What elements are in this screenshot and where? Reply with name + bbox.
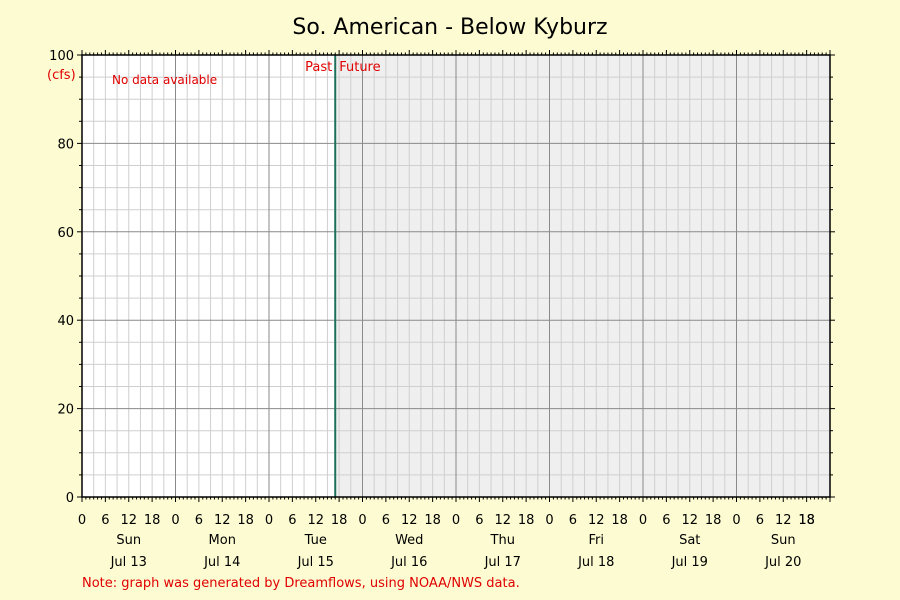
x-hour-tick-label: 12: [214, 513, 231, 528]
x-weekday-label: Thu: [490, 533, 515, 548]
x-hour-tick-label: 12: [120, 513, 137, 528]
axes: [77, 50, 835, 502]
x-weekday-label: Tue: [304, 533, 327, 548]
x-hour-tick-label: 6: [101, 513, 109, 528]
x-hour-tick-label: 6: [195, 513, 203, 528]
x-date-label: Jul 17: [484, 555, 521, 570]
grid: [81, 54, 831, 498]
x-hour-tick-label: 18: [798, 513, 815, 528]
x-hour-tick-label: 0: [452, 513, 460, 528]
x-hour-tick-label: 12: [588, 513, 605, 528]
x-hour-tick-label: 0: [358, 513, 366, 528]
x-hour-tick-label: 18: [705, 513, 722, 528]
x-weekday-label: Sun: [771, 533, 796, 548]
no-data-message: No data available: [112, 73, 217, 87]
x-hour-tick-label: 18: [144, 513, 161, 528]
x-date-label: Jul 18: [577, 555, 614, 570]
x-hour-tick-label: 0: [639, 513, 647, 528]
x-hour-tick-label: 12: [775, 513, 792, 528]
x-weekday-label: Fri: [589, 533, 605, 548]
x-date-label: Jul 13: [110, 555, 147, 570]
x-hour-tick-label: 18: [237, 513, 254, 528]
past-label: Past: [305, 60, 332, 75]
x-hour-tick-label: 6: [662, 513, 670, 528]
x-hour-tick-label: 6: [382, 513, 390, 528]
x-weekday-label: Wed: [395, 533, 423, 548]
x-hour-tick-label: 6: [756, 513, 764, 528]
x-hour-tick-label: 18: [798, 513, 815, 528]
x-hour-tick-label: 18: [518, 513, 535, 528]
y-tick-label: 100: [49, 49, 74, 64]
x-date-label: Jul 15: [297, 555, 334, 570]
future-label: Future: [339, 60, 380, 75]
footer-note: Note: graph was generated by Dreamflows,…: [82, 576, 520, 591]
x-date-label: Jul 16: [390, 555, 427, 570]
x-hour-tick-label: 12: [494, 513, 511, 528]
x-hour-tick-label: 0: [171, 513, 179, 528]
y-tick-label: 60: [57, 226, 74, 241]
x-hour-tick-label: 18: [611, 513, 628, 528]
y-tick-label: 40: [57, 314, 74, 329]
x-weekday-label: Mon: [209, 533, 236, 548]
x-hour-tick-label: 12: [681, 513, 698, 528]
x-hour-tick-label: 0: [78, 513, 86, 528]
x-hour-tick-label: 18: [331, 513, 348, 528]
x-weekday-label: Sun: [116, 533, 141, 548]
x-hour-tick-label: 12: [307, 513, 324, 528]
x-hour-tick-label: 0: [545, 513, 553, 528]
x-date-label: Jul 14: [203, 555, 240, 570]
x-hour-tick-label: 12: [401, 513, 418, 528]
x-weekday-label: Sat: [679, 533, 700, 548]
x-hour-tick-label: 0: [265, 513, 273, 528]
x-hour-tick-label: 6: [475, 513, 483, 528]
y-axis-unit-label: (cfs): [47, 68, 76, 83]
y-tick-label: 80: [57, 137, 74, 152]
y-tick-label: 0: [66, 491, 74, 506]
chart-title: So. American - Below Kyburz: [292, 15, 607, 40]
x-hour-tick-label: 18: [424, 513, 441, 528]
y-tick-label: 20: [57, 403, 74, 418]
x-hour-tick-label: 0: [732, 513, 740, 528]
x-hour-tick-label: 6: [569, 513, 577, 528]
x-date-label: Jul 20: [764, 555, 801, 570]
x-hour-tick-label: 6: [288, 513, 296, 528]
x-date-label: Jul 19: [671, 555, 708, 570]
